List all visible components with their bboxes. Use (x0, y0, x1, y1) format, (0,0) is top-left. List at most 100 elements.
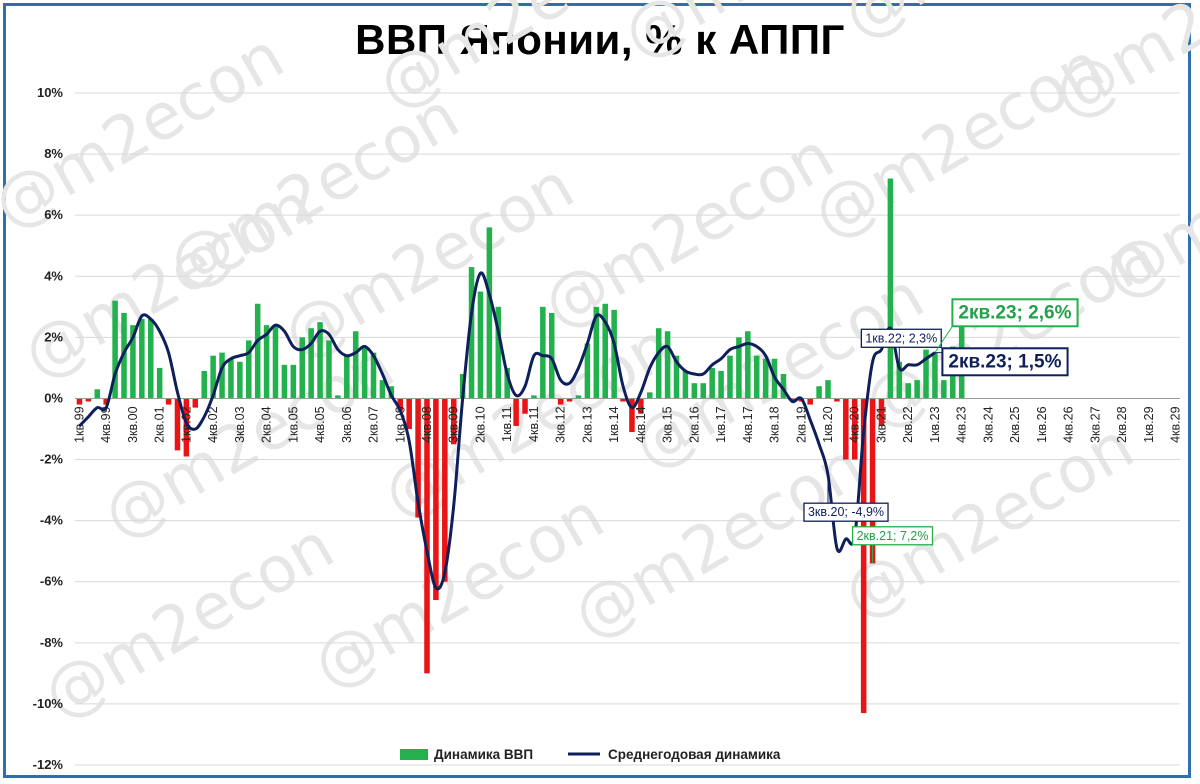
x-tick-label: 1кв.23 (928, 406, 942, 442)
gdp-bar (130, 325, 136, 399)
x-tick-label: 2кв.01 (153, 406, 167, 442)
gdp-bar (816, 386, 822, 399)
x-tick-label: 2кв.25 (1008, 406, 1022, 442)
gdp-bar (896, 361, 903, 399)
gdp-bar (869, 398, 876, 564)
gdp-bar (254, 303, 261, 399)
y-tick-label: 6% (44, 207, 63, 222)
gdp-bar (263, 325, 270, 399)
gdp-bar (736, 337, 742, 399)
gdp-bar (700, 383, 707, 399)
x-tick-label: 4кв.99 (99, 406, 113, 442)
gdp-bar (174, 398, 181, 451)
gdp-bar (165, 398, 172, 405)
gdp-bar (228, 358, 234, 399)
gdp-bar (335, 395, 341, 399)
data-label-callout: 2кв.23; 1,5% (934, 347, 1069, 377)
gdp-bar (727, 355, 733, 399)
gdp-bar (76, 398, 83, 405)
x-tick-label: 2кв.28 (1115, 406, 1129, 442)
y-tick-label: -4% (40, 513, 64, 528)
gdp-bar (450, 398, 457, 445)
gdp-bar (433, 398, 439, 601)
gdp-bar (201, 370, 207, 399)
chart-title: ВВП Японии, % к АППГ (355, 16, 845, 63)
gdp-bar (941, 380, 947, 399)
gdp-bar (843, 398, 849, 460)
gdp-bar (522, 398, 528, 414)
gdp-bar (629, 398, 635, 433)
y-tick-label: 4% (44, 268, 63, 283)
gdp-bar (370, 352, 377, 399)
x-tick-label: 3кв.24 (981, 406, 995, 442)
gdp-bar (638, 398, 644, 414)
gdp-bar (851, 398, 858, 460)
gdp-bar (647, 392, 653, 399)
data-label-text: 2кв.23; 1,5% (948, 351, 1061, 372)
x-tick-label: 2кв.04 (260, 406, 274, 442)
gdp-bar (807, 398, 813, 405)
y-tick-label: 8% (44, 146, 63, 161)
gdp-bar (860, 398, 867, 714)
x-tick-label: 3кв.09 (447, 406, 461, 442)
gdp-bar (540, 306, 546, 399)
x-tick-label: 4кв.23 (955, 406, 969, 442)
gdp-bar (655, 328, 662, 399)
gdp-bar (566, 398, 573, 402)
gdp-bar (878, 398, 885, 426)
gdp-bar (593, 306, 600, 399)
gdp-bar (664, 331, 671, 399)
x-tick-label: 3кв.18 (768, 406, 782, 442)
x-tick-label: 4кв.11 (527, 406, 541, 442)
x-tick-label: 1кв.20 (821, 406, 835, 442)
x-tick-label: 4кв.29 (1169, 406, 1183, 442)
gdp-bar (887, 178, 894, 399)
gdp-bar (192, 398, 199, 408)
x-tick-label: 1кв.11 (500, 406, 514, 442)
gdp-bar (486, 227, 493, 399)
legend-swatch-bar (400, 749, 428, 760)
x-tick-label: 3кв.00 (126, 406, 140, 442)
avg-growth-line (78, 271, 936, 591)
data-label-callout: 2кв.21; 7,2% (851, 526, 934, 564)
data-label-box (851, 526, 934, 546)
gdp-bar (183, 398, 190, 457)
gdp-bar (718, 370, 724, 399)
x-tick-label: 1кв.08 (393, 406, 407, 442)
gdp-bar (210, 355, 216, 399)
x-tick-label: 1кв.29 (1142, 406, 1156, 442)
gdp-bar (682, 370, 689, 399)
x-tick-label: 4кв.05 (313, 406, 327, 442)
gdp-bar (557, 398, 564, 405)
gdp-bar (495, 306, 502, 399)
data-label-leader (934, 326, 953, 353)
legend-label-line: Среднегодовая динамика (608, 747, 781, 762)
y-tick-label: 0% (44, 390, 63, 405)
gdp-bar (584, 343, 591, 399)
gdp-bar (753, 355, 760, 399)
gdp-bar (308, 328, 314, 399)
gdp-bar (762, 358, 769, 399)
gdp-bar (139, 319, 145, 399)
watermark-text: @m2econ (531, 119, 846, 344)
gdp-bar (914, 380, 920, 399)
gdp-bar (94, 389, 101, 399)
gdp-bar (219, 352, 225, 399)
gdp-bar (112, 300, 118, 399)
gdp-bar (103, 398, 109, 405)
data-label-box (951, 298, 1079, 328)
gdp-bar (352, 331, 359, 399)
x-tick-label: 2кв.07 (367, 406, 381, 442)
x-tick-label: 3кв.06 (340, 406, 354, 442)
data-label-callout: 2кв.23; 2,6% (934, 298, 1079, 353)
gdp-bar (504, 367, 510, 399)
y-tick-label: -6% (40, 574, 64, 589)
gdp-bar (513, 398, 519, 426)
gdp-bar (780, 374, 787, 399)
x-tick-label: 4кв.02 (206, 406, 220, 442)
gdp-bar (344, 355, 350, 399)
x-tick-label: 2кв.10 (473, 406, 487, 442)
x-tick-label: 4кв.17 (741, 406, 755, 442)
gdp-bar (825, 380, 831, 399)
